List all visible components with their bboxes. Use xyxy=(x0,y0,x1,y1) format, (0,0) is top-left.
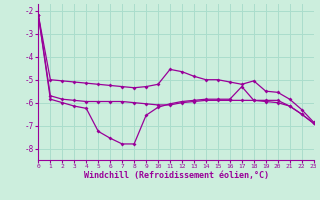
X-axis label: Windchill (Refroidissement éolien,°C): Windchill (Refroidissement éolien,°C) xyxy=(84,171,268,180)
